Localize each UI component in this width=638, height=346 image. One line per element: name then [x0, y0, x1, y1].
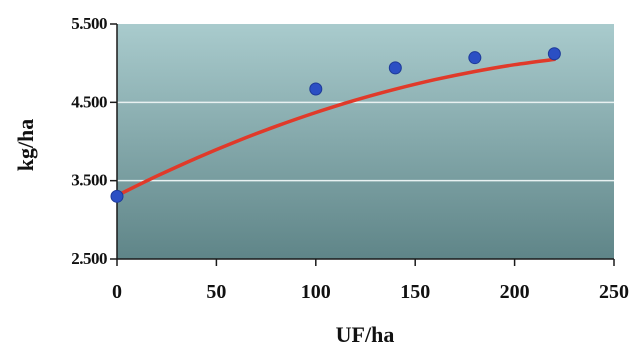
data-point [110, 189, 124, 203]
x-tick-label: 100 [301, 281, 331, 303]
x-tick-label: 200 [500, 281, 530, 303]
ticks: 2.500 3.500 4.500 5.500 0 50 100 150 200 250 [71, 14, 629, 303]
axes [116, 24, 614, 260]
data-point [309, 82, 323, 96]
y-tick-label: 4.500 [71, 92, 107, 111]
y-tick-label: 5.500 [71, 14, 107, 33]
y-tick-label: 2.500 [71, 249, 107, 268]
y-tick-label: 3.500 [71, 171, 107, 190]
data-point [468, 51, 482, 65]
y-axis-label: kg/ha [13, 119, 38, 172]
trendline [115, 57, 557, 198]
plot-area [117, 24, 614, 259]
x-tick-label: 0 [112, 281, 122, 303]
gridlines [117, 101, 614, 182]
series [110, 47, 561, 203]
data-point [547, 47, 561, 61]
data-point [388, 61, 402, 75]
x-tick-label: 250 [599, 281, 629, 303]
x-axis-label: UF/ha [336, 322, 395, 346]
x-tick-label: 150 [400, 281, 430, 303]
x-tick-label: 50 [206, 281, 226, 303]
